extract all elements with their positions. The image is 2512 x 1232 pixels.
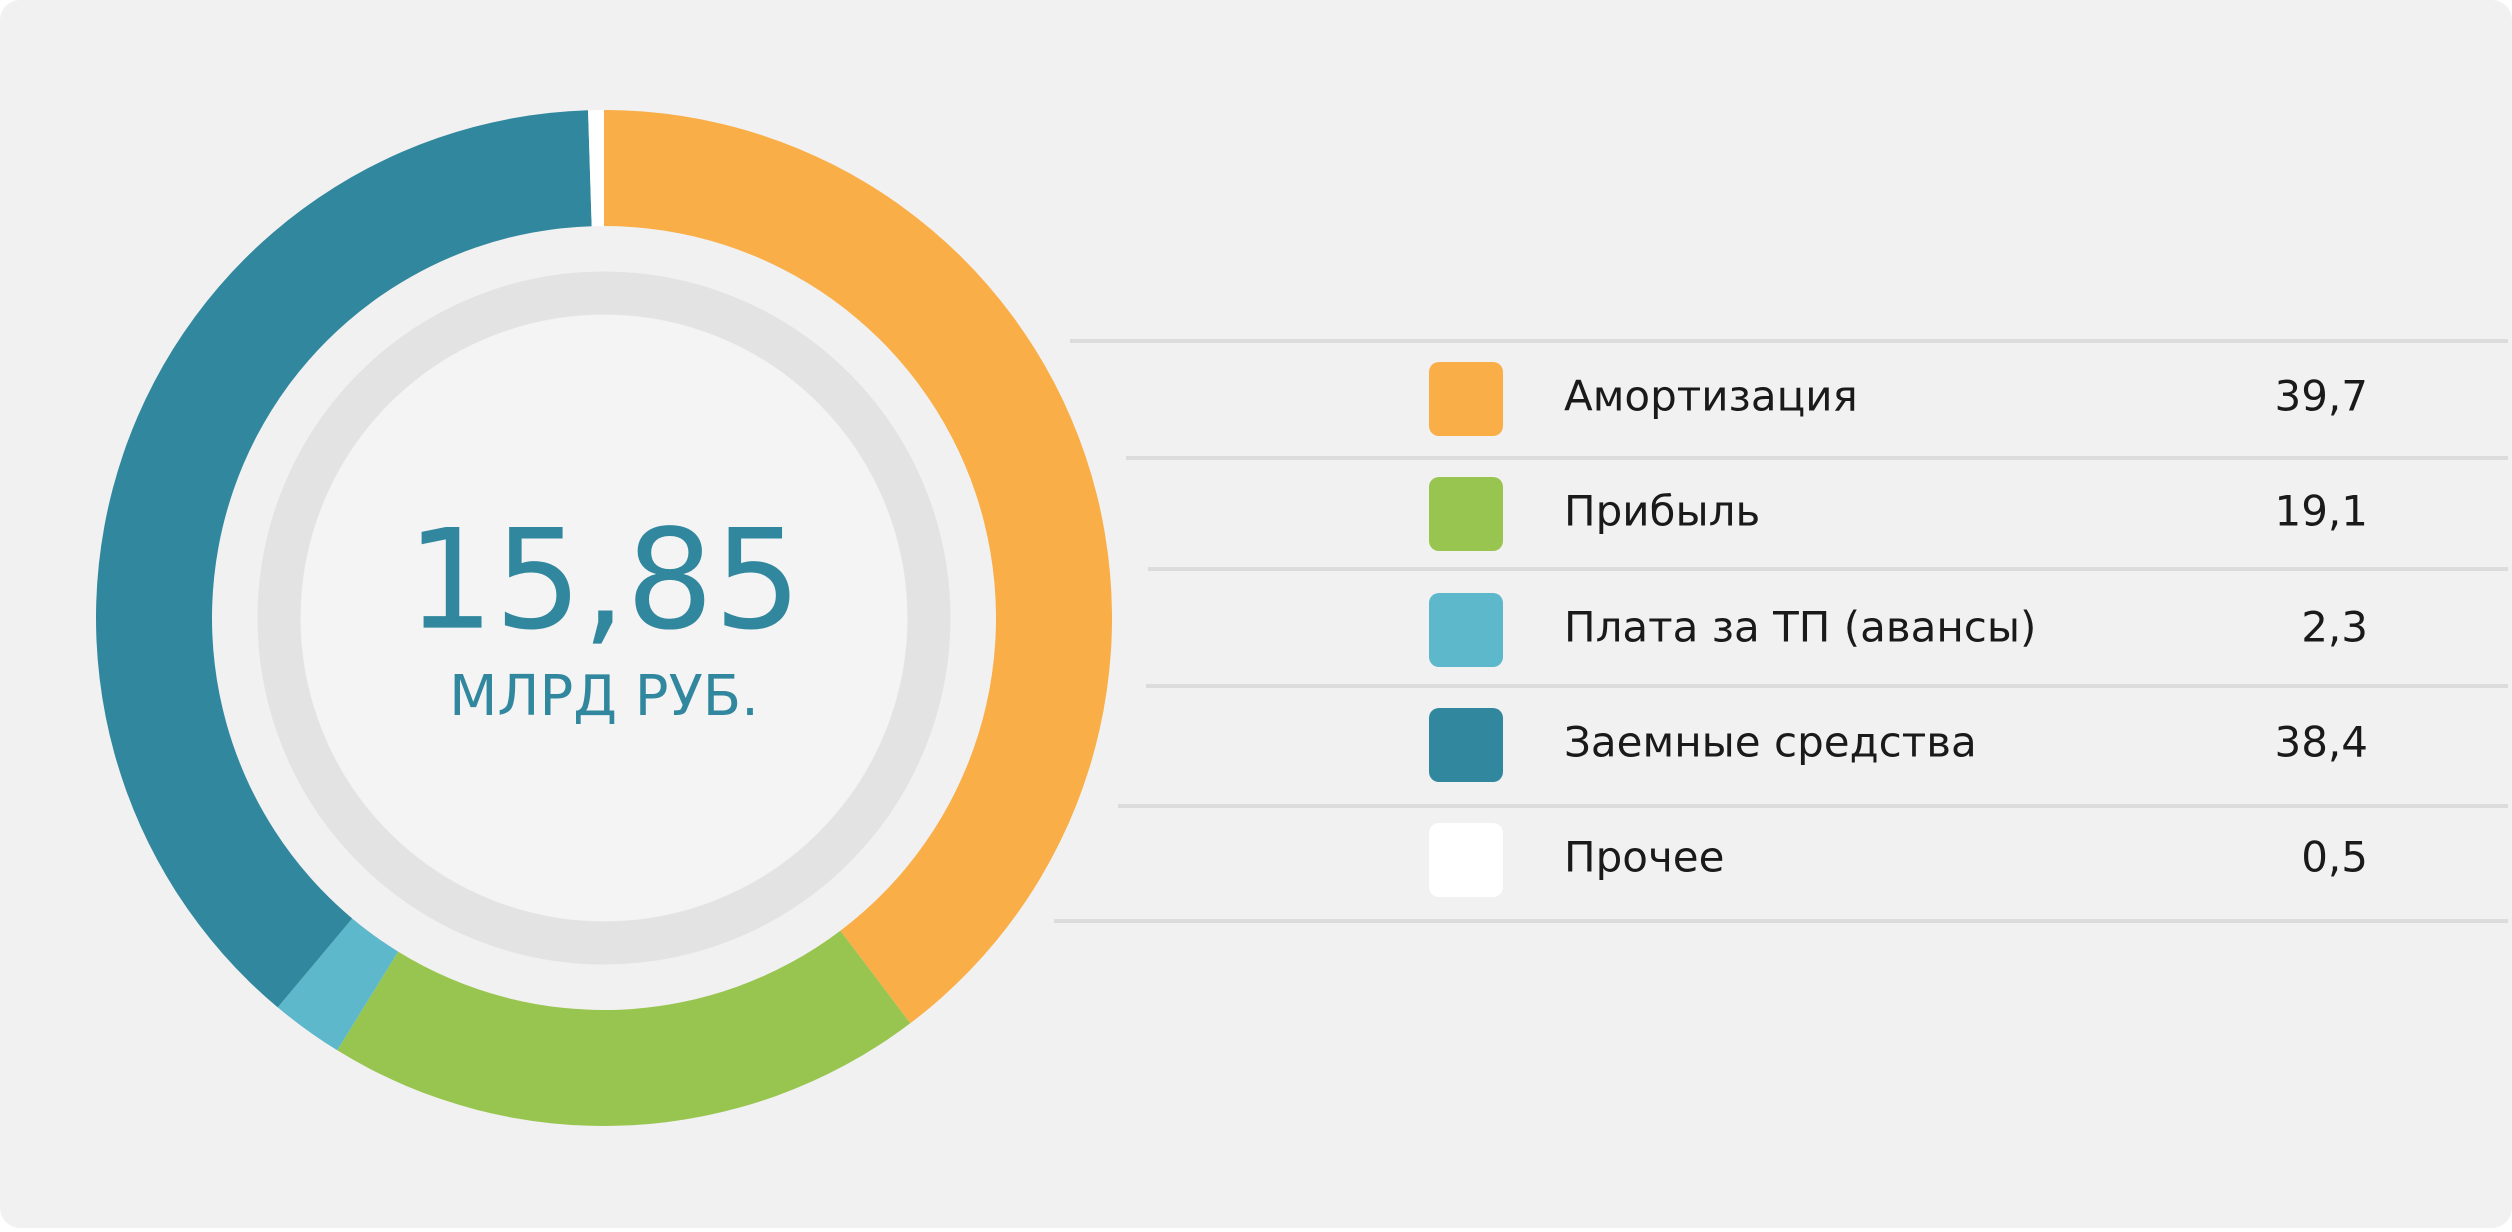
value-label: 19,1 — [2274, 487, 2368, 536]
legend-swatch — [1429, 708, 1503, 782]
legend-label: Плата за ТП (авансы) — [1564, 603, 2036, 652]
slice — [96, 110, 592, 1008]
legend-label: Прибыль — [1564, 487, 1760, 536]
legend-swatch — [1429, 362, 1503, 436]
slice — [604, 110, 1112, 1024]
value-label: 38,4 — [2274, 718, 2368, 767]
slice — [277, 918, 399, 1051]
center-value: 15,85 — [406, 500, 801, 661]
legend-label: Заемные средства — [1564, 718, 1977, 767]
legend-swatch — [1429, 593, 1503, 667]
slice — [588, 110, 604, 227]
value-label: 39,7 — [2274, 372, 2368, 421]
legend-swatch — [1429, 823, 1503, 897]
value-label: 0,5 — [2301, 833, 2368, 882]
center-unit: МЛРД РУБ. — [449, 664, 759, 729]
value-label: 2,3 — [2301, 603, 2368, 652]
legend-swatch — [1429, 477, 1503, 551]
legend-label: Амортизация — [1564, 372, 1858, 421]
inner-ring — [257, 271, 951, 965]
legend-label: Прочее — [1564, 833, 1724, 882]
inner-circle — [301, 315, 907, 921]
slice — [337, 930, 911, 1126]
legend: Амортизация 39,7 Прибыль 19,1 Плата за ТП (а… — [1054, 339, 2508, 923]
donut — [96, 110, 1112, 1126]
